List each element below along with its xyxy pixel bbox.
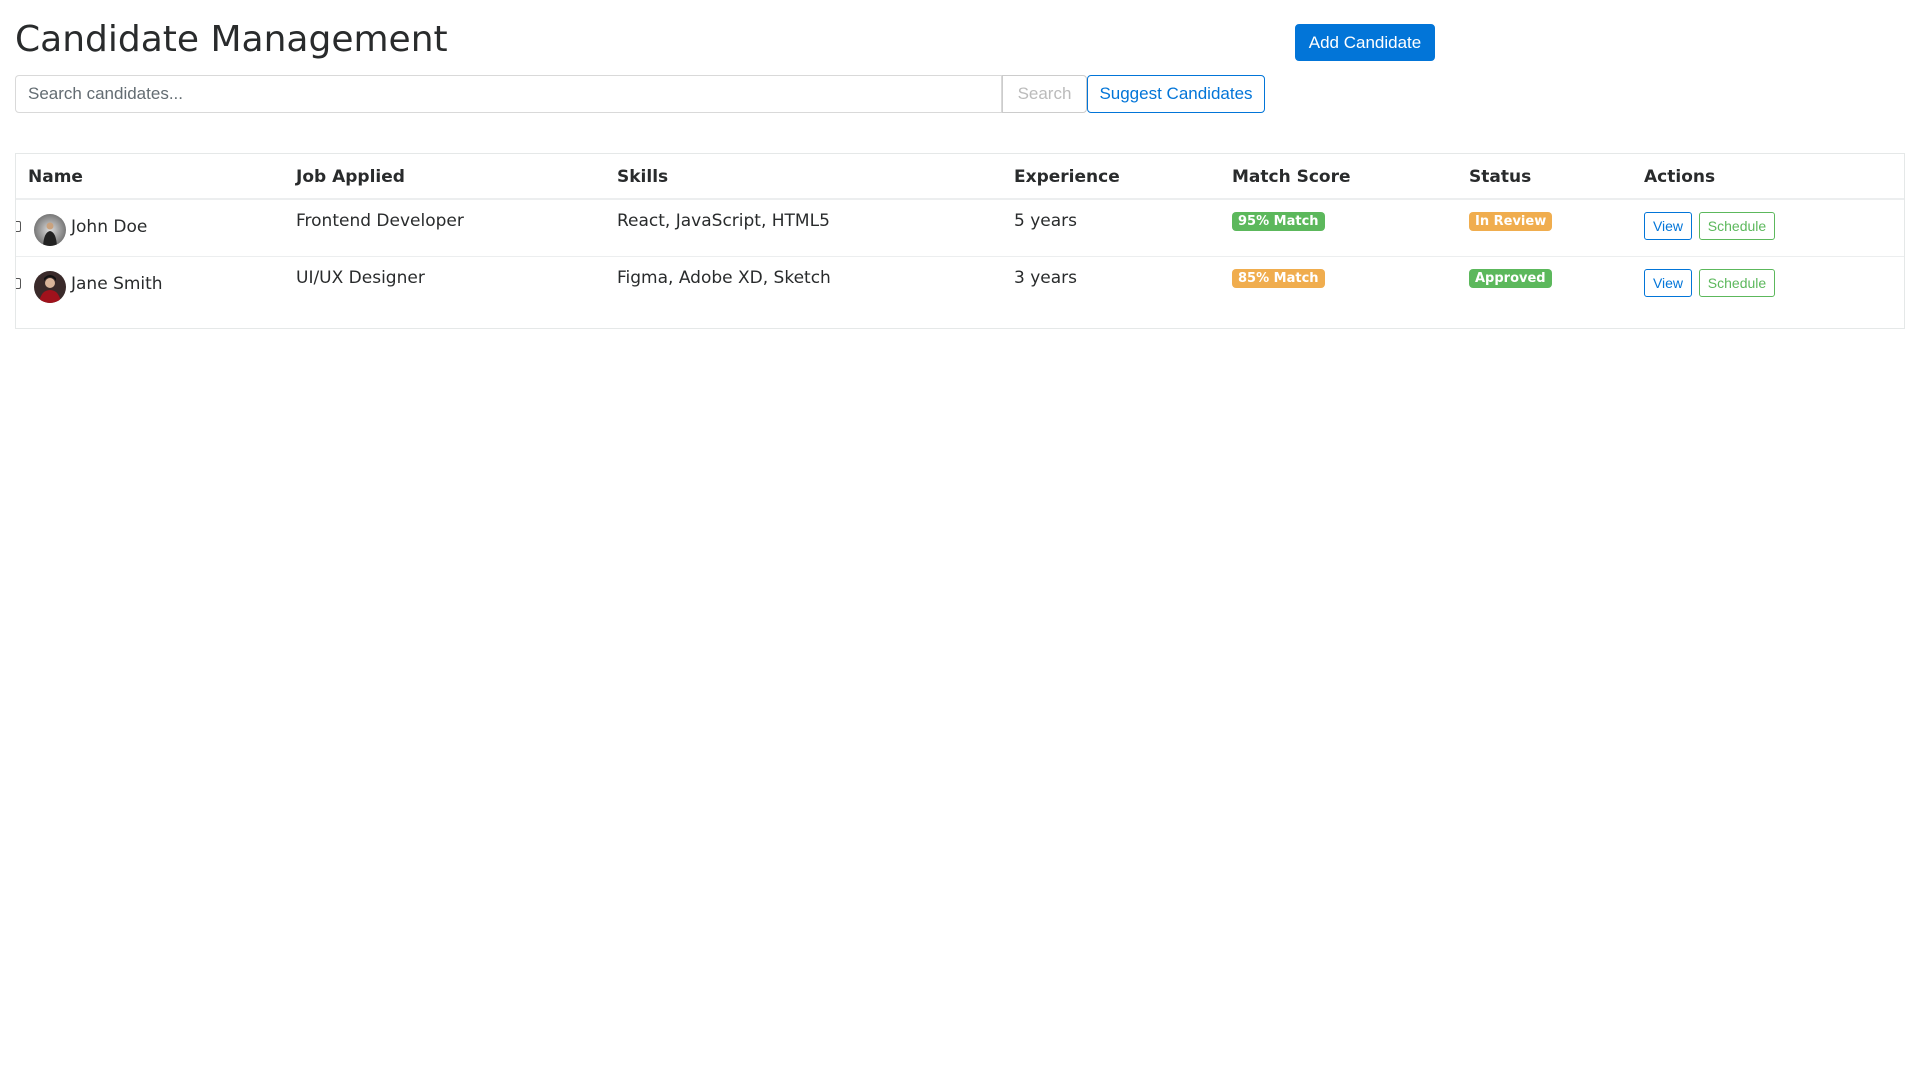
candidate-name[interactable]: Jane Smith — [71, 274, 163, 294]
view-button[interactable]: View — [1644, 269, 1692, 297]
suggest-candidates-button[interactable]: Suggest Candidates — [1087, 75, 1265, 113]
column-header-job: Job Applied — [296, 167, 405, 187]
avatar — [34, 271, 66, 303]
match-score-badge: 85% Match — [1232, 269, 1325, 288]
page-title: Candidate Management — [15, 19, 448, 60]
header-divider — [16, 198, 1904, 200]
status-badge: In Review — [1469, 212, 1553, 231]
column-header-experience: Experience — [1014, 167, 1120, 187]
view-button[interactable]: View — [1644, 212, 1692, 240]
status-badge: Approved — [1469, 269, 1552, 288]
experience: 5 years — [1014, 211, 1078, 231]
column-header-name: Name — [28, 167, 83, 187]
skills: React, JavaScript, HTML5 — [617, 211, 830, 231]
column-header-skills: Skills — [617, 167, 669, 187]
row-checkbox[interactable] — [16, 278, 21, 289]
candidates-table: Name Job Applied Skills Experience Match… — [15, 153, 1905, 329]
column-header-status: Status — [1469, 167, 1532, 187]
schedule-button[interactable]: Schedule — [1699, 269, 1775, 297]
row-divider — [16, 256, 1904, 257]
job-applied: Frontend Developer — [296, 211, 464, 231]
add-candidate-button[interactable]: Add Candidate — [1295, 24, 1435, 61]
experience: 3 years — [1014, 268, 1078, 288]
skills: Figma, Adobe XD, Sketch — [617, 268, 831, 288]
column-header-actions: Actions — [1644, 167, 1716, 187]
candidate-name[interactable]: John Doe — [71, 217, 148, 237]
column-header-match-score: Match Score — [1232, 167, 1351, 187]
job-applied: UI/UX Designer — [296, 268, 425, 288]
schedule-button[interactable]: Schedule — [1699, 212, 1775, 240]
row-checkbox[interactable] — [16, 221, 21, 232]
search-input[interactable] — [15, 75, 1002, 113]
search-button[interactable]: Search — [1002, 75, 1087, 113]
match-score-badge: 95% Match — [1232, 212, 1325, 231]
avatar — [34, 214, 66, 246]
